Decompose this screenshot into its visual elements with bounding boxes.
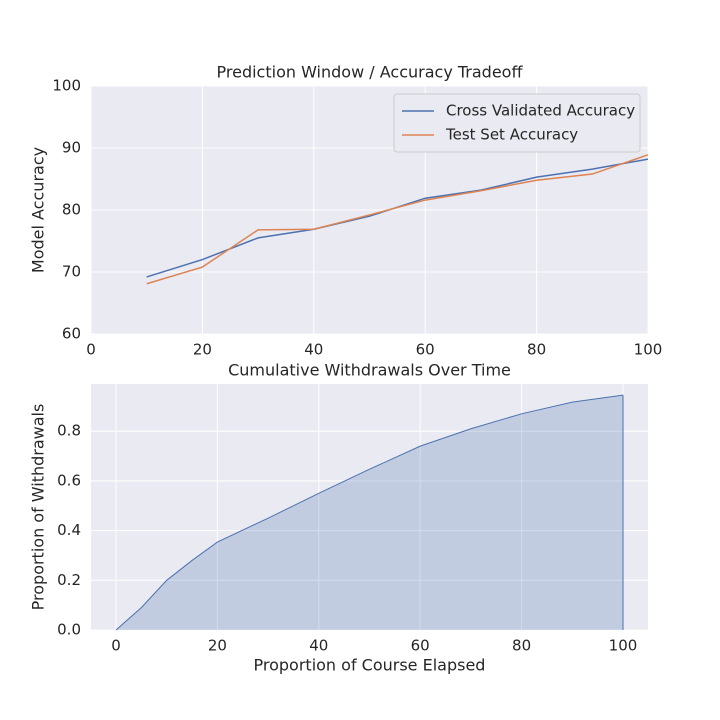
x-tick-label: 0 xyxy=(111,637,121,655)
chart-title: Cumulative Withdrawals Over Time xyxy=(228,361,511,380)
legend-label: Cross Validated Accuracy xyxy=(446,102,635,120)
x-tick-label: 60 xyxy=(411,637,430,655)
line xyxy=(146,154,649,285)
plot-area xyxy=(91,384,648,630)
area-line xyxy=(115,394,624,631)
y-tick-label: 0.4 xyxy=(57,521,81,539)
y-axis-label: Proportion of Withdrawals xyxy=(29,404,48,611)
x-tick-label: 40 xyxy=(304,341,323,359)
x-tick-label: 0 xyxy=(86,341,96,359)
x-tick-label: 80 xyxy=(527,341,546,359)
legend-label: Test Set Accuracy xyxy=(445,126,578,144)
x-tick-label: 100 xyxy=(609,637,638,655)
y-tick-label: 70 xyxy=(62,263,81,281)
x-tick-label: 80 xyxy=(512,637,531,655)
y-tick-label: 80 xyxy=(62,201,81,219)
y-tick-label: 0.8 xyxy=(57,422,81,440)
x-tick-label: 40 xyxy=(309,637,328,655)
x-tick-label: 100 xyxy=(634,341,663,359)
y-tick-label: 100 xyxy=(52,77,81,95)
chart-title: Prediction Window / Accuracy Tradeoff xyxy=(217,63,524,82)
x-tick-label: 20 xyxy=(193,341,212,359)
area-fill xyxy=(115,395,624,630)
y-tick-label: 60 xyxy=(62,325,81,343)
x-tick-label: 60 xyxy=(416,341,435,359)
y-axis-label: Model Accuracy xyxy=(29,147,48,273)
y-tick-label: 0.0 xyxy=(57,621,81,639)
x-axis-label: Proportion of Course Elapsed xyxy=(254,656,486,675)
legend-box xyxy=(393,93,641,153)
y-tick-label: 90 xyxy=(62,139,81,157)
y-tick-label: 0.2 xyxy=(57,571,81,589)
y-tick-label: 0.6 xyxy=(57,471,81,489)
x-tick-label: 20 xyxy=(208,637,227,655)
